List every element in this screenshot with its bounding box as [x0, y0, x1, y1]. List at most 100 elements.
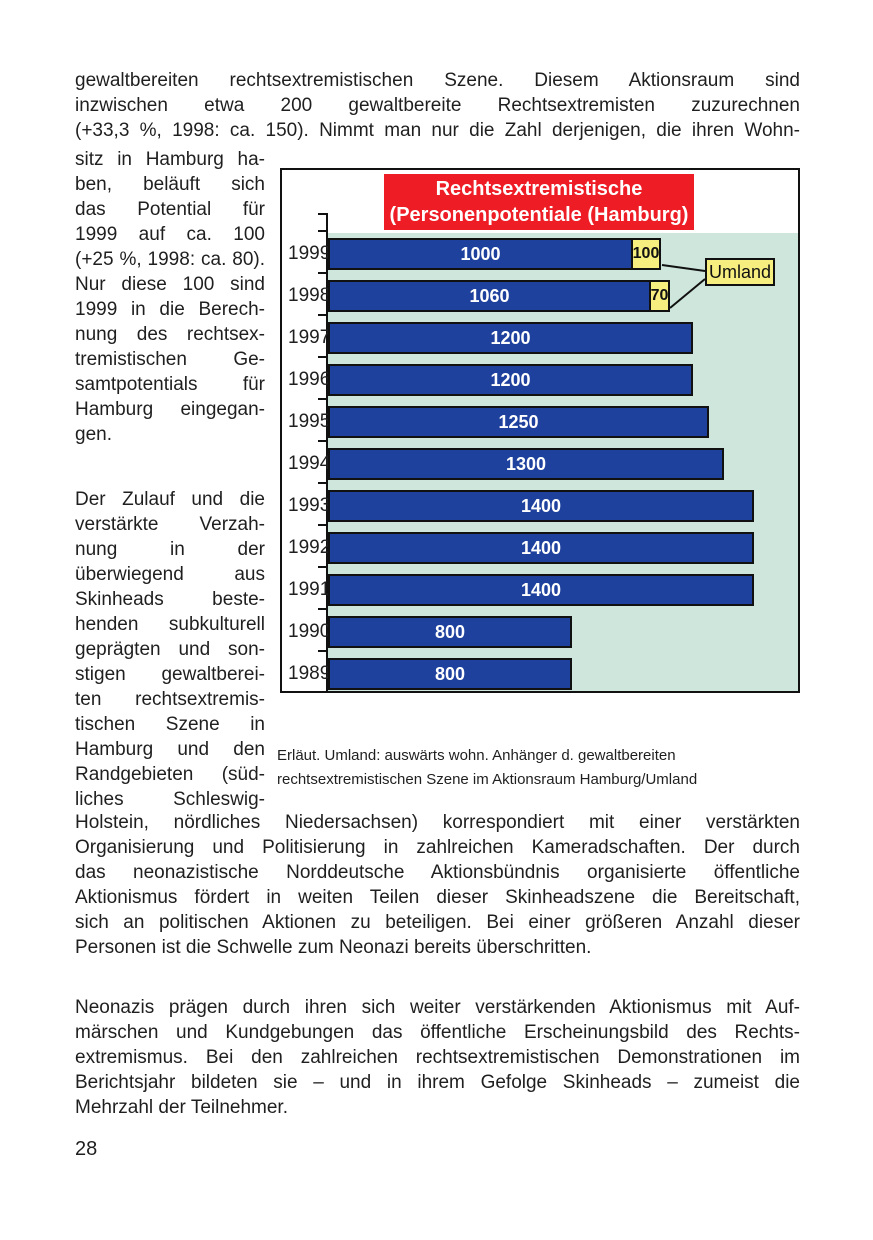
- bar-value-label: 1300: [505, 453, 547, 474]
- text-line: Skinheads beste-: [75, 589, 265, 610]
- chart-figure: Rechtsextremistische (Personenpotentiale…: [280, 168, 800, 693]
- bar-value-label: 1400: [520, 495, 562, 516]
- category-label: 1993: [288, 495, 331, 516]
- page-number: 28: [75, 1138, 98, 1160]
- text-line: überwiegend aus: [75, 564, 265, 585]
- text-line: liches Schleswig-: [75, 789, 265, 810]
- bar-segment-hamburg: 1000: [328, 238, 633, 270]
- text-line: 1999 auf ca. 100: [75, 224, 265, 245]
- bar-segment-hamburg: 800: [328, 616, 572, 648]
- text-line: henden subkulturell: [75, 614, 265, 635]
- bar-segment-hamburg: 800: [328, 658, 572, 690]
- bar-row: 1300: [328, 448, 724, 480]
- tick-mark: [318, 482, 327, 484]
- text-line: Organisierung und Politisierung in zahlr…: [75, 837, 800, 858]
- bar-value-label: 1000: [460, 243, 501, 264]
- text-line: Hamburg eingegan-: [75, 399, 265, 420]
- bar-row: 1400: [328, 574, 754, 606]
- bar-row: 1200: [328, 322, 693, 354]
- bar-segment-hamburg: 1250: [328, 406, 709, 438]
- text-line: gen.: [75, 424, 112, 445]
- bar-value-label: 1200: [490, 369, 531, 390]
- category-label: 1996: [288, 369, 331, 390]
- bar-segment-hamburg: 1400: [328, 532, 754, 564]
- text-line: Holstein, nördliches Niedersachsen) korr…: [75, 812, 800, 833]
- text-line: nung des rechtsex-: [75, 324, 265, 345]
- closing-paragraph: Neonazis prägen durch ihren sich weiter …: [75, 995, 800, 1120]
- text-line: ten rechtsextremis-: [75, 689, 265, 710]
- text-line: 1999 in die Berech-: [75, 299, 265, 320]
- text-line: sich an politischen Aktionen zu beteilig…: [75, 912, 800, 933]
- bar-segment-hamburg: 1400: [328, 490, 754, 522]
- text-line: ben, beläuft sich: [75, 174, 265, 195]
- text-line: inzwischen etwa 200 gewaltbereite Rechts…: [75, 95, 800, 116]
- tick-mark: [318, 230, 327, 232]
- text-line: Berichtsjahr bildeten sie – und in ihrem…: [75, 1072, 800, 1093]
- text-line: Der Zulauf und die: [75, 489, 265, 510]
- text-line: Hamburg und den: [75, 739, 265, 760]
- text-line: Personen ist die Schwelle zum Neonazi be…: [75, 937, 592, 958]
- chart-title-banner: Rechtsextremistische (Personenpotentiale…: [384, 174, 694, 230]
- bar-row: 1400: [328, 532, 754, 564]
- text-line: samtpotentials für: [75, 374, 265, 395]
- bar-row: 1200: [328, 364, 693, 396]
- tick-mark: [318, 356, 327, 358]
- category-label: 1989: [288, 663, 331, 684]
- bar-row: 1400: [328, 490, 754, 522]
- chart-y-axis: [326, 213, 328, 691]
- bar-segment-hamburg: 1200: [328, 322, 693, 354]
- bar-row: 800: [328, 616, 572, 648]
- text-line: nung in der: [75, 539, 265, 560]
- bar-segment-umland: 100: [631, 238, 661, 270]
- text-line: tremistischen Ge-: [75, 349, 265, 370]
- bar-segment-umland: 70: [649, 280, 670, 312]
- category-label: 1992: [288, 537, 331, 558]
- chart-caption: Erläut. Umland: auswärts wohn. Anhänger …: [277, 744, 807, 792]
- text-line: Neonazis prägen durch ihren sich weiter …: [75, 997, 800, 1018]
- chart-title-line-1: Rechtsextremistische: [435, 178, 643, 200]
- text-line: extremismus. Bei den zahlreichen rechtse…: [75, 1047, 800, 1068]
- category-label: 1997: [288, 327, 331, 348]
- umland-callout-label: Umland: [705, 258, 775, 286]
- text-line: rechtsextremistischen Szene im Aktionsra…: [277, 771, 698, 788]
- bar-value-label: 70: [650, 287, 669, 304]
- category-label: 1995: [288, 411, 331, 432]
- category-label: 1990: [288, 621, 331, 642]
- tick-mark: [318, 440, 327, 442]
- after-chart-paragraph: Holstein, nördliches Niedersachsen) korr…: [75, 810, 800, 960]
- tick-mark: [318, 566, 327, 568]
- text-line: Aktionismus fördert in weiten Teilen die…: [75, 887, 800, 908]
- category-label: 1991: [288, 579, 331, 600]
- text-line: verstärkte Verzah-: [75, 514, 265, 535]
- tick-mark: [318, 213, 327, 215]
- bar-value-label: 800: [434, 663, 466, 684]
- tick-mark: [318, 272, 327, 274]
- text-line: gewaltbereiten rechtsextremistischen Sze…: [75, 70, 800, 91]
- text-line: (+33,3 %, 1998: ca. 150). Nimmt man nur …: [75, 120, 800, 141]
- left-column-paragraph-1: sitz in Hamburg ha-ben, beläuft sich das …: [75, 147, 265, 447]
- bar-row: 1250: [328, 406, 709, 438]
- text-line: das neonazistische Norddeutsche Aktionsb…: [75, 862, 800, 883]
- bar-segment-hamburg: 1300: [328, 448, 724, 480]
- tick-mark: [318, 608, 327, 610]
- chart-title-line-2: (Personenpotentiale (Hamburg): [389, 204, 689, 226]
- tick-mark: [318, 524, 327, 526]
- bar-row: 800: [328, 658, 572, 690]
- text-line: geprägten und son-: [75, 639, 265, 660]
- category-label: 1999: [288, 243, 331, 264]
- bar-segment-hamburg: 1060: [328, 280, 651, 312]
- tick-mark: [318, 314, 327, 316]
- text-line: (+25 %, 1998: ca. 80).: [75, 249, 265, 270]
- text-line: Nur diese 100 sind: [75, 274, 265, 295]
- text-line: Erläut. Umland: auswärts wohn. Anhänger …: [277, 747, 676, 764]
- text-line: tischen Szene in: [75, 714, 265, 735]
- bar-value-label: 1060: [469, 285, 510, 306]
- text-line: sitz in Hamburg ha-: [75, 149, 265, 170]
- text-line: Mehrzahl der Teilnehmer.: [75, 1097, 288, 1118]
- text-line: märschen und Kundgebungen das öffentlich…: [75, 1022, 800, 1043]
- bar-value-label: 1200: [490, 327, 531, 348]
- text-line: Randgebieten (süd-: [75, 764, 265, 785]
- bar-value-label: 800: [434, 621, 466, 642]
- bar-value-label: 1400: [520, 579, 562, 600]
